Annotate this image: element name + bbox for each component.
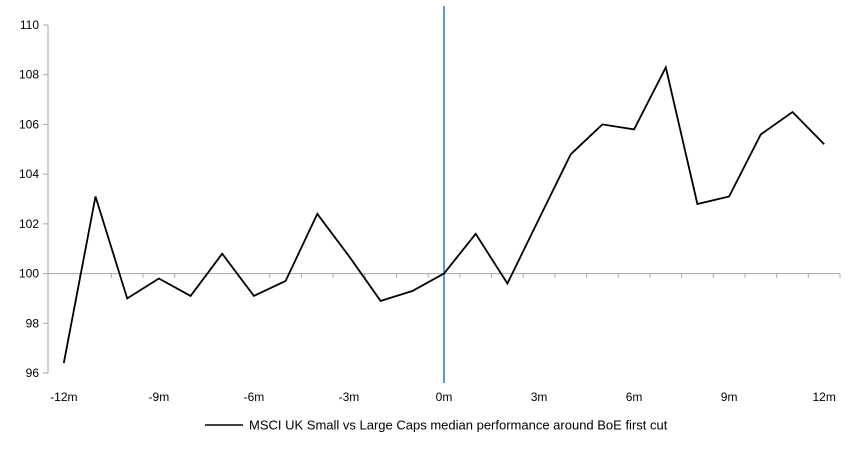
y-tick-label: 104 bbox=[19, 167, 39, 181]
x-tick-label: 12m bbox=[812, 390, 835, 404]
y-tick-label: 106 bbox=[19, 117, 39, 131]
y-tick-label: 108 bbox=[19, 68, 39, 82]
x-tick-label: 3m bbox=[531, 390, 548, 404]
x-tick-label: -3m bbox=[339, 390, 360, 404]
y-tick-label: 96 bbox=[26, 366, 40, 380]
y-tick-label: 98 bbox=[26, 316, 40, 330]
x-axis-labels: -12m -9m -6m -3m 0m 3m 6m 9m 12m bbox=[50, 390, 836, 404]
y-tick-label: 102 bbox=[19, 217, 39, 231]
x-tick-label: 6m bbox=[626, 390, 643, 404]
y-tick-label: 100 bbox=[19, 267, 39, 281]
x-tick-label: -6m bbox=[244, 390, 265, 404]
x-tick-label: -12m bbox=[50, 390, 77, 404]
x-tick-label: 9m bbox=[721, 390, 738, 404]
x-tick-label: -9m bbox=[149, 390, 170, 404]
legend: MSCI UK Small vs Large Caps median perfo… bbox=[205, 418, 668, 433]
series-line bbox=[62, 64, 825, 364]
y-axis: 96 98 100 102 104 106 108 110 bbox=[19, 18, 49, 380]
y-tick-label: 110 bbox=[20, 18, 39, 32]
x-tick-label: 0m bbox=[436, 390, 453, 404]
legend-label: MSCI UK Small vs Large Caps median perfo… bbox=[249, 418, 668, 433]
